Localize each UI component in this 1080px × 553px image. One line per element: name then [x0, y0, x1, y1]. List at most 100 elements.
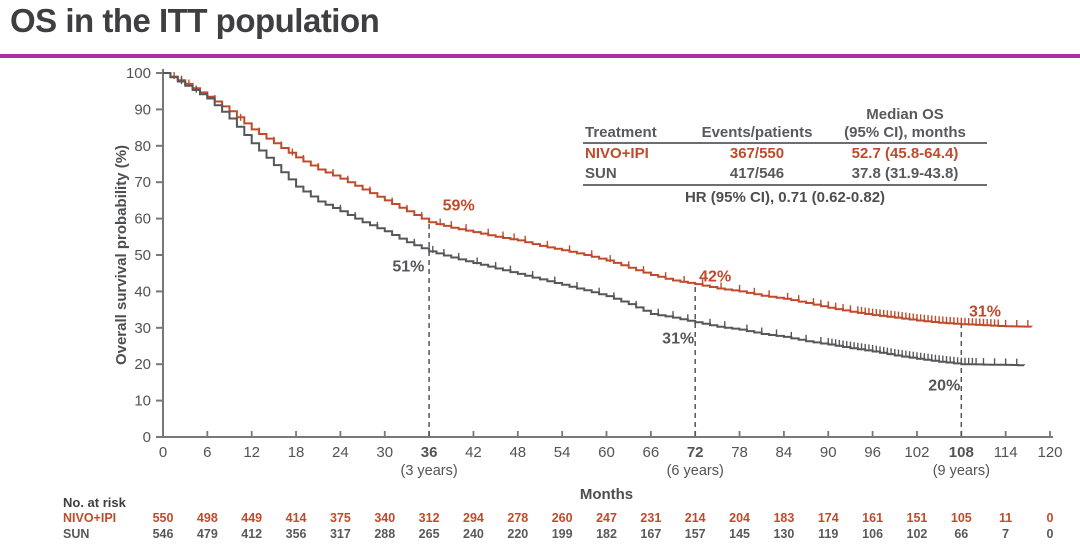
- risk-value: 199: [551, 527, 573, 541]
- risk-value: 105: [950, 511, 972, 525]
- header-events-patients: Events/patients: [691, 105, 823, 145]
- series-nivo-ipi: [163, 71, 1033, 328]
- page-title: OS in the ITT population: [10, 2, 380, 39]
- svg-text:6: 6: [203, 444, 211, 461]
- risk-value: 260: [551, 511, 573, 525]
- risk-value: 317: [329, 527, 351, 541]
- risk-value: 231: [640, 511, 662, 525]
- risk-value: 550: [152, 511, 174, 525]
- title-underline: [0, 54, 1080, 58]
- sun-median-os: 37.8 (31.9-43.8): [823, 164, 987, 186]
- svg-text:60: 60: [598, 444, 615, 461]
- series-sun: [163, 72, 1026, 367]
- svg-text:12: 12: [243, 444, 260, 461]
- risk-value: 375: [329, 511, 351, 525]
- svg-text:54: 54: [554, 444, 571, 461]
- risk-value: 412: [241, 527, 263, 541]
- risk-value: 0: [1046, 527, 1054, 541]
- risk-value: 294: [463, 511, 484, 525]
- svg-text:42: 42: [465, 444, 482, 461]
- svg-text:36: 36: [421, 444, 438, 461]
- risk-value: 240: [463, 527, 484, 541]
- sun-treatment: SUN: [583, 164, 691, 186]
- x-axis-label: Months: [580, 486, 633, 503]
- svg-text:80: 80: [134, 138, 151, 155]
- svg-text:100: 100: [126, 65, 151, 82]
- risk-value: 167: [640, 527, 662, 541]
- risk-value: 288: [374, 527, 396, 541]
- svg-text:0: 0: [143, 429, 151, 446]
- risk-value: 145: [729, 527, 750, 541]
- risk-value: 0: [1046, 511, 1054, 525]
- risk-value: 130: [773, 527, 795, 541]
- header-median-os-line1: Median OS: [866, 106, 944, 123]
- risk-value: 157: [684, 527, 706, 541]
- sun-events: 417/546: [691, 164, 823, 186]
- risk-value: 312: [418, 511, 440, 525]
- svg-text:84: 84: [776, 444, 793, 461]
- svg-text:96: 96: [864, 444, 881, 461]
- risk-value: 356: [285, 527, 307, 541]
- svg-text:72: 72: [687, 444, 704, 461]
- nivo-treatment: NIVO+IPI: [585, 145, 649, 163]
- svg-text:30: 30: [134, 320, 151, 337]
- svg-text:66: 66: [643, 444, 660, 461]
- risk-value: 151: [906, 511, 928, 525]
- svg-text:(6 years): (6 years): [667, 463, 724, 479]
- risk-value: 449: [241, 511, 263, 525]
- risk-value: 66: [954, 527, 969, 541]
- risk-row-label: SUN: [63, 527, 90, 541]
- landmark-label: 31%: [662, 330, 694, 347]
- x-axis-ticks: 0 6 12 18 24 30 36 (3 years) 42 48 54 60 66 72 (6 year…: [159, 431, 1063, 479]
- risk-value: 7: [1002, 527, 1010, 541]
- svg-text:10: 10: [134, 393, 151, 410]
- no-at-risk-title: No. at risk: [63, 495, 126, 510]
- risk-value: 265: [418, 527, 440, 541]
- header-median-os-line2: (95% CI), months: [844, 123, 966, 141]
- svg-text:40: 40: [134, 283, 151, 300]
- landmark-label: 51%: [392, 258, 424, 275]
- summary-row-sun: SUN 417/546 37.8 (31.9-43.8): [583, 164, 987, 186]
- landmark-label: 59%: [443, 198, 475, 215]
- risk-value: 214: [684, 511, 706, 525]
- risk-value: 102: [906, 527, 928, 541]
- y-axis-ticks: 0 10 20 30 40 50 60 70 80 90 100: [126, 65, 163, 446]
- nivo-events: 367/550: [729, 145, 785, 163]
- risk-value: 414: [285, 511, 307, 525]
- svg-text:90: 90: [134, 101, 151, 118]
- svg-text:78: 78: [731, 444, 748, 461]
- svg-text:(3 years): (3 years): [400, 463, 457, 479]
- risk-row-label: NIVO+IPI: [63, 511, 117, 525]
- risk-value: 119: [818, 527, 839, 541]
- risk-value: 247: [596, 511, 617, 525]
- risk-value: 498: [196, 511, 218, 525]
- landmark-label: 20%: [928, 377, 960, 394]
- landmark-label: 42%: [699, 269, 731, 286]
- risk-value: 546: [152, 527, 174, 541]
- svg-text:102: 102: [904, 444, 929, 461]
- summary-table-header-row: Treatment Events/patients Median OS (95%…: [583, 105, 987, 145]
- landmark-annotations: 59% 51% 42% 31% 31% 20%: [392, 198, 1001, 395]
- landmark-dashed-lines: [428, 222, 963, 436]
- risk-value: 278: [507, 511, 529, 525]
- y-axis-label: Overall survival probability (%): [113, 145, 130, 365]
- svg-text:30: 30: [376, 444, 393, 461]
- svg-text:50: 50: [134, 247, 151, 264]
- svg-text:24: 24: [332, 444, 349, 461]
- svg-text:114: 114: [994, 444, 1018, 461]
- svg-text:60: 60: [134, 211, 151, 228]
- risk-value: 106: [862, 527, 884, 541]
- svg-text:108: 108: [949, 444, 974, 461]
- nivo-median-os: 52.7 (45.8-64.4): [851, 145, 959, 163]
- summary-footer-row: HR (95% CI), 0.71 (0.62-0.82): [583, 185, 987, 208]
- summary-table: Treatment Events/patients Median OS (95%…: [583, 105, 987, 207]
- risk-value: 161: [862, 511, 884, 525]
- summary-row-nivo-ipi: NIVO+IPI 367/550 52.7 (45.8-64.4): [583, 143, 987, 164]
- svg-text:90: 90: [820, 444, 837, 461]
- header-treatment: Treatment: [583, 105, 691, 145]
- risk-value: 174: [817, 511, 839, 525]
- header-median-os: Median OS (95% CI), months: [823, 105, 987, 145]
- risk-value: 11: [999, 511, 1013, 525]
- risk-value: 479: [196, 527, 218, 541]
